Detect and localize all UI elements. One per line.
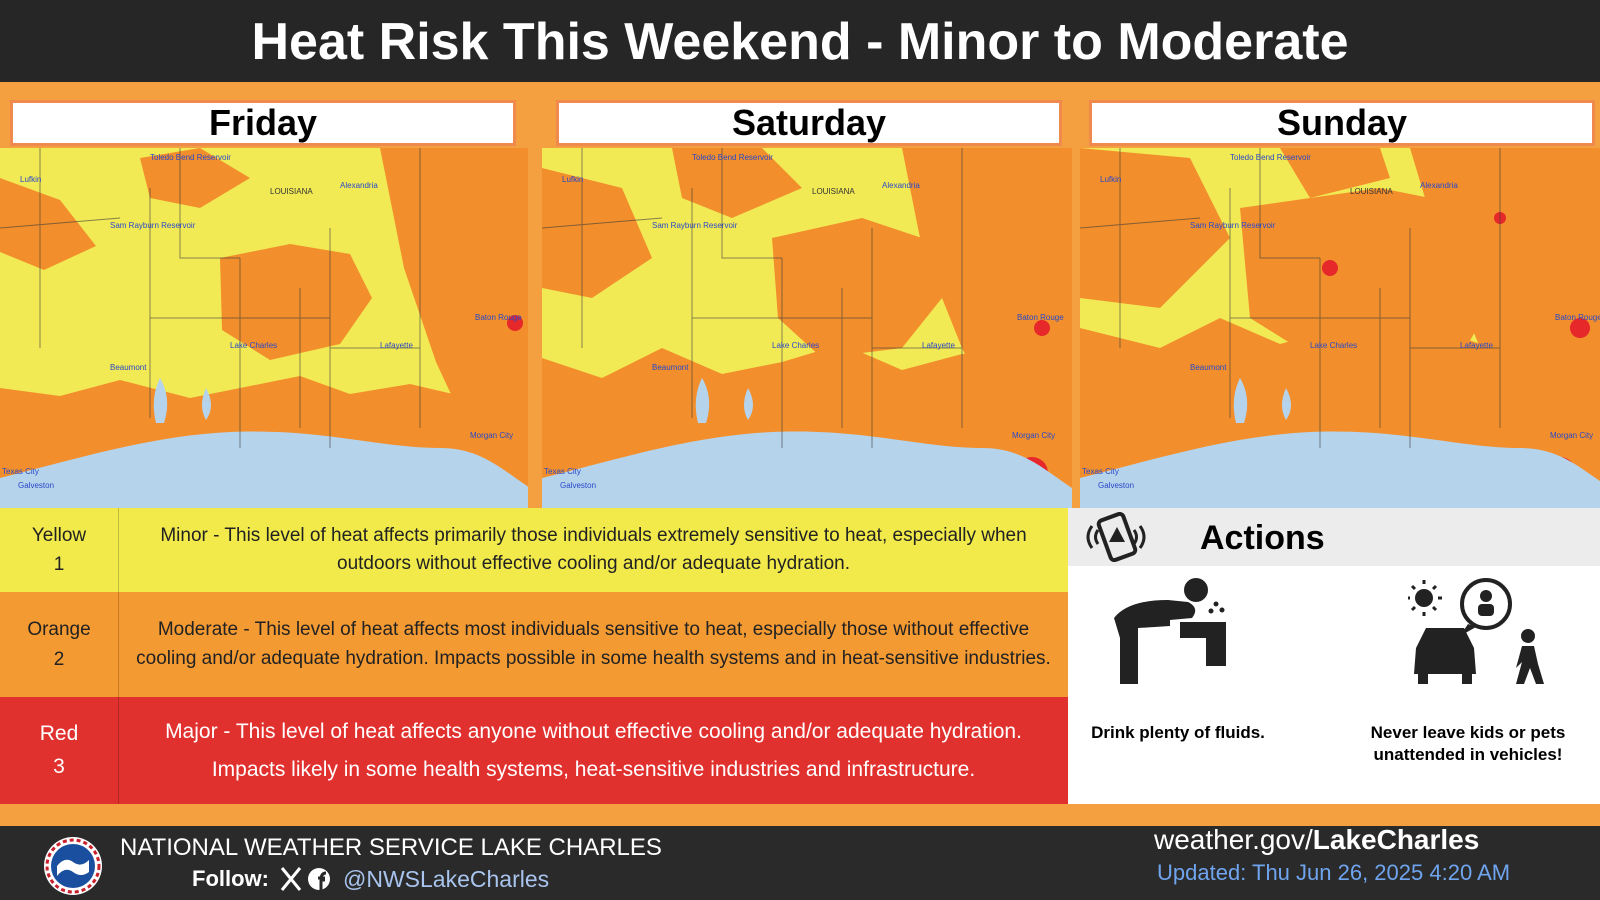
city-label: Lake Charles	[230, 341, 277, 350]
city-label: Galveston	[1098, 481, 1134, 490]
level-number: 1	[53, 554, 65, 575]
boundaries	[0, 148, 421, 448]
gulf-water	[542, 431, 1072, 508]
red-area	[1034, 320, 1050, 336]
website: weather.gov/LakeCharles	[1154, 824, 1479, 856]
city-label: Alexandria	[340, 181, 378, 190]
level-description: Major - This level of heat affects anyon…	[165, 719, 1022, 781]
boundaries	[1080, 148, 1501, 448]
city-label: Texas City	[544, 467, 581, 476]
city-label: Beaumont	[1190, 363, 1227, 372]
city-label: Morgan City	[470, 431, 513, 440]
city-label: Lafayette	[380, 341, 413, 350]
city-label: Texas City	[1082, 467, 1119, 476]
level-description: Minor - This level of heat affects prima…	[160, 524, 1027, 575]
city-label: Baton Rouge	[475, 313, 522, 322]
website-name: LakeCharles	[1312, 824, 1480, 855]
legend-row: Red 3 Major - This level of heat affects …	[0, 697, 1068, 804]
city-label: Lake Charles	[1310, 341, 1357, 350]
footer: NATIONAL WEATHER SERVICE LAKE CHARLES Fo…	[0, 824, 1600, 900]
city-label: Sam Rayburn Reservoir	[652, 221, 738, 230]
city-label: Beaumont	[110, 363, 147, 372]
social-icons	[280, 867, 330, 891]
office-name: NATIONAL WEATHER SERVICE LAKE CHARLES	[120, 834, 662, 861]
orange-area	[902, 148, 1072, 508]
city-label: Toledo Bend Reservoir	[150, 153, 231, 162]
red-area	[507, 315, 523, 331]
city-label: Sam Rayburn Reservoir	[110, 221, 196, 230]
level-name: Orange	[27, 619, 91, 641]
city-label: Sam Rayburn Reservoir	[1190, 221, 1276, 230]
actions-panel: Actions Drink plenty of fluids. Never le…	[1068, 508, 1600, 804]
gulf-water	[0, 431, 528, 508]
lake	[695, 378, 753, 423]
actions-header: Actions	[1068, 508, 1600, 566]
day-label: Saturday	[556, 100, 1062, 146]
city-label: Lufkin	[20, 175, 41, 184]
city-label: Beaumont	[652, 363, 689, 372]
city-label: LOUISIANA	[1350, 187, 1393, 196]
orange-area	[1410, 148, 1600, 508]
city-label: Lafayette	[922, 341, 955, 350]
city-label: Baton Rouge	[1017, 313, 1064, 322]
orange-area	[672, 148, 802, 218]
city-label: Baton Rouge	[1555, 313, 1600, 322]
website-prefix: weather.gov/	[1154, 824, 1313, 855]
level-number: 3	[53, 754, 65, 778]
orange-area	[220, 244, 372, 360]
city-label: Toledo Bend Reservoir	[1230, 153, 1311, 162]
alert-phone-icon	[1086, 512, 1146, 562]
city-label: LOUISIANA	[812, 187, 855, 196]
city-label: Alexandria	[882, 181, 920, 190]
city-label: Morgan City	[1012, 431, 1055, 440]
day-label: Friday	[10, 100, 516, 146]
actions-title: Actions	[1200, 519, 1325, 557]
maps: Lufkin Toledo Bend Reservoir Sam Rayburn R…	[0, 148, 1600, 508]
city-label: Morgan City	[1550, 431, 1593, 440]
lake	[1233, 378, 1291, 423]
follow-label: Follow:	[192, 866, 269, 891]
vehicle-icon	[1408, 578, 1544, 684]
action-caption: Never leave kids or pets unattended in v…	[1370, 723, 1566, 765]
heat-map: Lufkin Toledo Bend Reservoir Sam Rayburn R…	[542, 148, 1072, 508]
heat-map: Lufkin Toledo Bend Reservoir Sam Rayburn R…	[1080, 148, 1600, 508]
orange-area	[380, 148, 528, 506]
city-label: Alexandria	[1420, 181, 1458, 190]
gulf-water	[1080, 431, 1600, 508]
orange-area	[1240, 188, 1500, 368]
city-label: Toledo Bend Reservoir	[692, 153, 773, 162]
level-description: Moderate - This level of heat affects mo…	[136, 619, 1051, 669]
level-name: Yellow	[31, 524, 87, 546]
orange-area	[772, 218, 942, 358]
title: Heat Risk This Weekend - Minor to Modera…	[0, 0, 1600, 82]
city-label: Lake Charles	[772, 341, 819, 350]
updated-time: Updated: Thu Jun 26, 2025 4:20 AM	[1157, 860, 1511, 885]
nws-logo	[44, 837, 102, 895]
level-number: 2	[53, 648, 65, 670]
legend-row: Yellow 1 Minor - This level of heat affec…	[0, 508, 1068, 592]
orange-area	[1280, 148, 1390, 198]
boundaries	[542, 148, 963, 448]
orange-area	[1080, 148, 1230, 308]
city-label: Galveston	[560, 481, 596, 490]
red-area	[1322, 260, 1338, 276]
city-label: Galveston	[18, 481, 54, 490]
heat-map: Lufkin Toledo Bend Reservoir Sam Rayburn R…	[0, 148, 528, 508]
level-name: Red	[39, 721, 79, 745]
social-handle: @NWSLakeCharles	[343, 866, 550, 892]
day-label: Sunday	[1089, 100, 1595, 146]
orange-area	[542, 168, 652, 298]
legend-row: Orange 2 Moderate - This level of heat af…	[0, 592, 1068, 697]
orange-area	[140, 148, 250, 208]
city-label: Lufkin	[1100, 175, 1121, 184]
city-label: Lafayette	[1460, 341, 1493, 350]
drink-icon	[1114, 578, 1226, 684]
city-label: Texas City	[2, 467, 39, 476]
red-area	[1570, 318, 1590, 338]
action-caption: Drink plenty of fluids.	[1091, 723, 1265, 742]
city-label: LOUISIANA	[270, 187, 313, 196]
lake	[153, 378, 211, 423]
city-label: Lufkin	[562, 175, 583, 184]
